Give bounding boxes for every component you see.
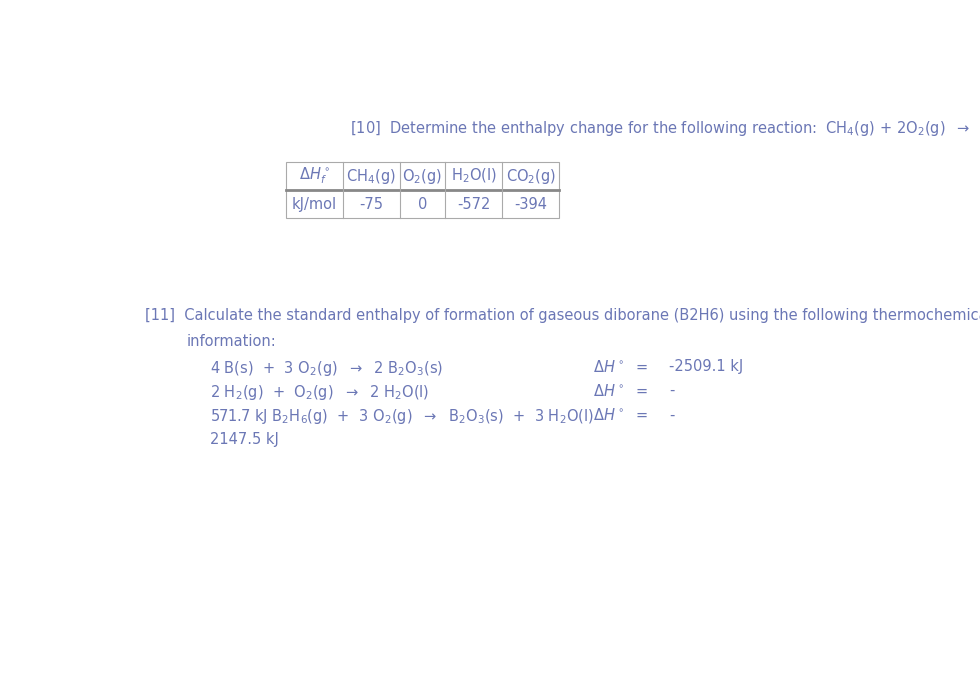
Text: 2 H$_2$(g)  +  O$_2$(g)  $\rightarrow$  2 H$_2$O(l): 2 H$_2$(g) + O$_2$(g) $\rightarrow$ 2 H$… bbox=[210, 383, 429, 402]
Text: 4 B(s)  +  3 O$_2$(g)  $\rightarrow$  2 B$_2$O$_3$(s): 4 B(s) + 3 O$_2$(g) $\rightarrow$ 2 B$_2… bbox=[210, 359, 443, 378]
Bar bbox=[286, 162, 560, 218]
Text: -75: -75 bbox=[360, 197, 383, 211]
Text: information:: information: bbox=[187, 334, 276, 349]
Text: $\Delta H^\circ$  =: $\Delta H^\circ$ = bbox=[594, 383, 649, 399]
Text: 571.7 kJ B$_2$H$_6$(g)  +  3 O$_2$(g)  $\rightarrow$  B$_2$O$_3$(s)  +  3 H$_2$O: 571.7 kJ B$_2$H$_6$(g) + 3 O$_2$(g) $\ri… bbox=[210, 407, 594, 426]
Text: $\Delta H^\circ$  =: $\Delta H^\circ$ = bbox=[594, 407, 649, 424]
Text: -394: -394 bbox=[514, 197, 547, 211]
Text: [11]  Calculate the standard enthalpy of formation of gaseous diborane (B2H6) us: [11] Calculate the standard enthalpy of … bbox=[145, 308, 980, 323]
Text: 0: 0 bbox=[417, 197, 427, 211]
Text: $\Delta H^\circ$  =: $\Delta H^\circ$ = bbox=[594, 359, 649, 375]
Text: -2509.1 kJ: -2509.1 kJ bbox=[669, 359, 744, 374]
Text: CO$_2$(g): CO$_2$(g) bbox=[506, 167, 556, 186]
Text: H$_2$O(l): H$_2$O(l) bbox=[451, 167, 497, 186]
Text: [10]  Determine the enthalpy change for the following reaction:  CH$_4$(g) + 2O$: [10] Determine the enthalpy change for t… bbox=[351, 119, 980, 138]
Text: -: - bbox=[669, 407, 674, 422]
Text: -572: -572 bbox=[457, 197, 490, 211]
Text: $\Delta H_f^\circ$: $\Delta H_f^\circ$ bbox=[299, 166, 329, 186]
Text: 2147.5 kJ: 2147.5 kJ bbox=[210, 432, 278, 447]
Text: kJ/mol: kJ/mol bbox=[292, 197, 337, 211]
Text: O$_2$(g): O$_2$(g) bbox=[403, 167, 443, 186]
Text: CH$_4$(g): CH$_4$(g) bbox=[346, 167, 396, 186]
Text: -: - bbox=[669, 383, 674, 398]
